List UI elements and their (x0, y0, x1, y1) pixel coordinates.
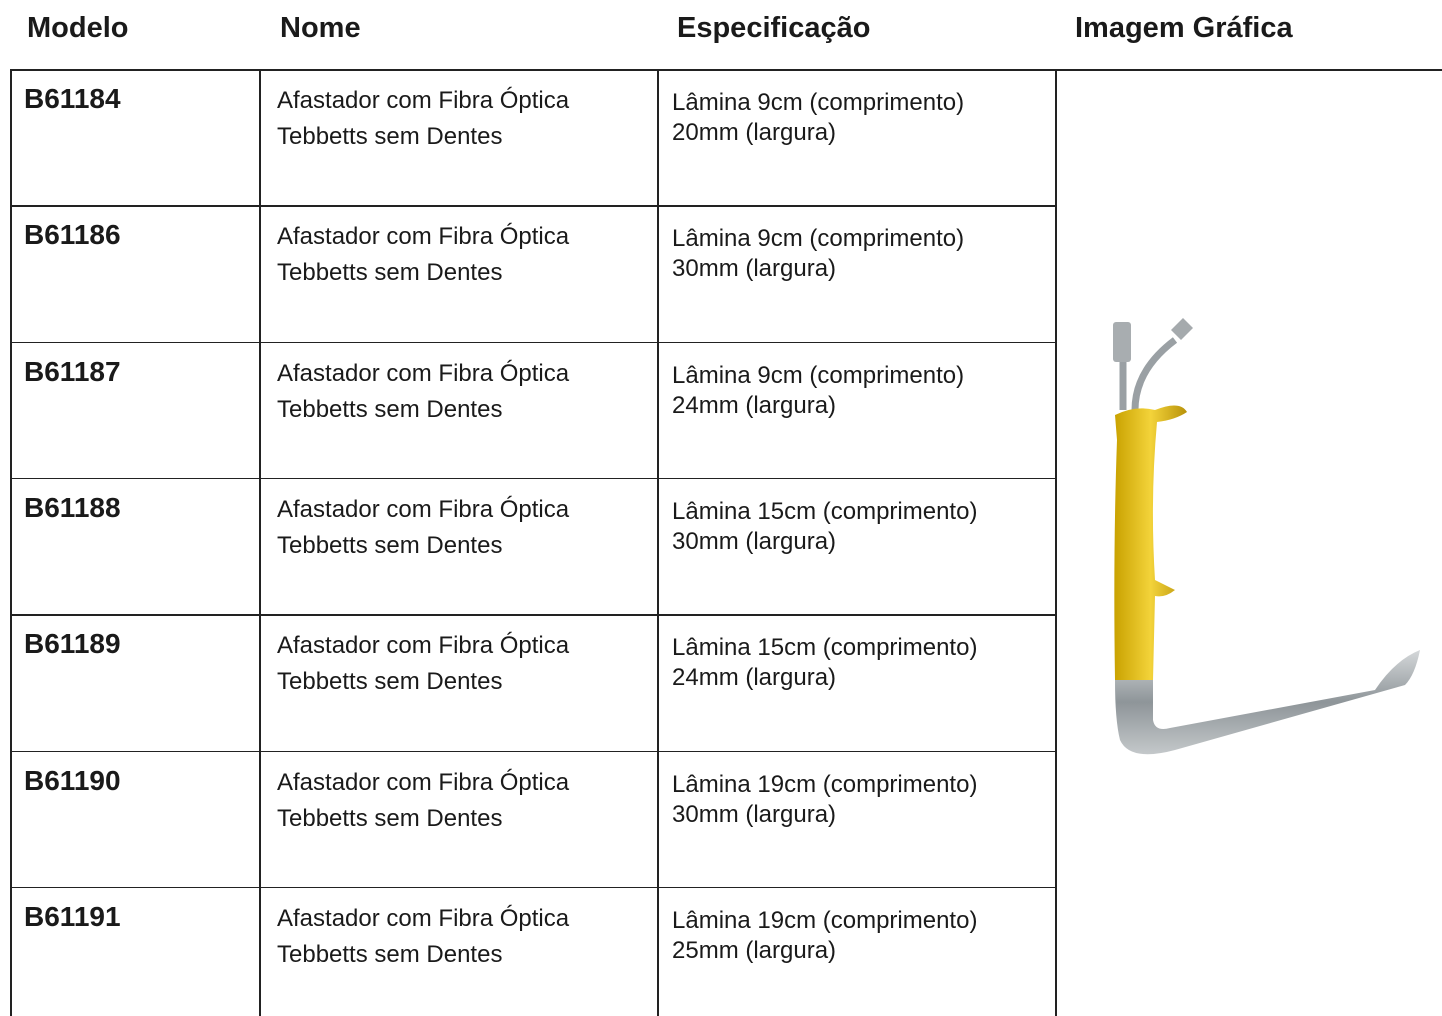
model-code: B61188 (24, 491, 121, 523)
specification: Lâmina 15cm (comprimento) (672, 634, 978, 662)
column-border (259, 69, 261, 1016)
model-code: B61184 (24, 83, 121, 114)
model-code: B61187 (24, 355, 121, 387)
row-border (10, 614, 1056, 616)
specification: 30mm (largura) (672, 527, 837, 555)
row-border (10, 477, 1056, 480)
column-header: Nome (280, 12, 361, 44)
row-border (10, 886, 1056, 889)
product-name: Tebbetts sem Dentes (277, 123, 503, 150)
row-border (10, 750, 1056, 752)
specification: 20mm (largura) (672, 119, 837, 146)
specification: 30mm (largura) (672, 800, 837, 828)
column-header: Especificação (677, 12, 871, 44)
column-header: Modelo (27, 12, 129, 44)
column-border (10, 69, 12, 1016)
product-name: Afastador com Fibra Óptica (277, 632, 570, 660)
specification: Lâmina 19cm (comprimento) (672, 770, 978, 798)
product-image (1113, 318, 1420, 755)
specification: 24mm (largura) (672, 664, 837, 692)
column-header: Imagem Gráfica (1075, 12, 1293, 44)
specification: 30mm (largura) (672, 255, 837, 283)
product-name: Tebbetts sem Dentes (277, 804, 503, 832)
product-name: Tebbetts sem Dentes (277, 940, 503, 968)
specification: Lâmina 9cm (comprimento) (672, 225, 965, 253)
product-name: Afastador com Fibra Óptica (277, 223, 570, 251)
specification: 24mm (largura) (672, 391, 837, 419)
specification: Lâmina 19cm (comprimento) (672, 906, 978, 934)
product-name: Afastador com Fibra Óptica (277, 768, 570, 796)
model-code: B61186 (24, 219, 121, 251)
column-border (657, 69, 659, 1016)
product-name: Afastador com Fibra Óptica (277, 87, 570, 114)
product-name: Tebbetts sem Dentes (277, 395, 503, 423)
model-code: B61189 (24, 628, 121, 660)
row-border (10, 205, 1056, 207)
product-name: Tebbetts sem Dentes (277, 259, 503, 287)
model-code: B61191 (24, 900, 121, 932)
specification: Lâmina 9cm (comprimento) (672, 361, 965, 389)
specification: Lâmina 9cm (comprimento) (672, 89, 965, 116)
specification: 25mm (largura) (672, 936, 837, 964)
specification: Lâmina 15cm (comprimento) (672, 497, 978, 525)
product-name: Tebbetts sem Dentes (277, 668, 503, 696)
product-name: Afastador com Fibra Óptica (277, 359, 570, 387)
column-border (1055, 69, 1057, 1016)
product-name: Afastador com Fibra Óptica (277, 904, 570, 932)
model-code: B61190 (24, 764, 121, 796)
row-border (10, 341, 1056, 344)
header-rule (10, 69, 1442, 71)
product-name: Tebbetts sem Dentes (277, 531, 503, 559)
product-name: Afastador com Fibra Óptica (277, 495, 570, 523)
